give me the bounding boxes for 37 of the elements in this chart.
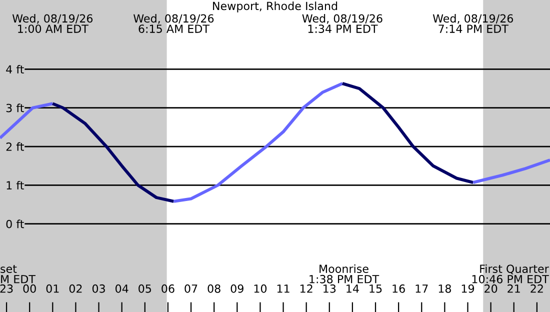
annotation: set M EDT [0,265,36,284]
x-tick-label: 05 [138,284,151,293]
x-tick-label: 15 [370,284,382,293]
x-tick-label: 01 [46,284,59,293]
x-tick-label: 23 [0,284,13,293]
x-tick-label: 21 [508,284,520,293]
annotation: Wed, 08/19/26 6:15 AM EDT [134,14,214,33]
y-tick-label: 0 ft [6,220,24,228]
x-tick-label: 00 [23,284,36,293]
x-tick-label: 03 [92,284,105,293]
y-tick-label: 3 ft [6,104,24,112]
x-tick-label: 06 [162,284,174,293]
x-tick-label: 22 [530,284,543,293]
x-tick-label: 19 [462,284,474,293]
x-tick-label: 04 [116,284,128,293]
x-tick-label: 17 [416,284,428,293]
annotation: First Quarter 10:46 PM EDT [472,264,549,284]
x-tick-label: 10 [254,284,267,293]
x-tick-label: 08 [208,284,220,293]
y-tick-label: 2 ft [6,142,24,151]
x-tick-label: 12 [300,284,312,293]
x-tick-label: 11 [277,284,290,293]
annotation: Moonrise 1:38 PM EDT [310,264,380,284]
y-tick-label: 1 ft [6,180,24,190]
x-tick-label: 09 [230,284,244,293]
x-tick-label: 02 [69,284,82,293]
chart-title: Newport, Rhode Island [213,2,338,12]
x-tick-label: 14 [346,284,359,293]
x-tick-label: 20 [484,284,498,293]
x-tick-label: 16 [392,284,405,293]
x-tick-label: 18 [438,284,451,293]
annotation: Wed, 08/19/26 1:34 PM EDT [302,14,382,33]
x-tick-label: 07 [184,284,198,293]
y-tick-label: 4 ft [6,64,24,74]
x-tick-label: 13 [324,284,336,293]
annotation: Wed, 08/19/26 1:00 AM EDT [12,14,93,33]
annotation: Wed, 08/19/26 7:14 PM EDT [432,14,514,33]
